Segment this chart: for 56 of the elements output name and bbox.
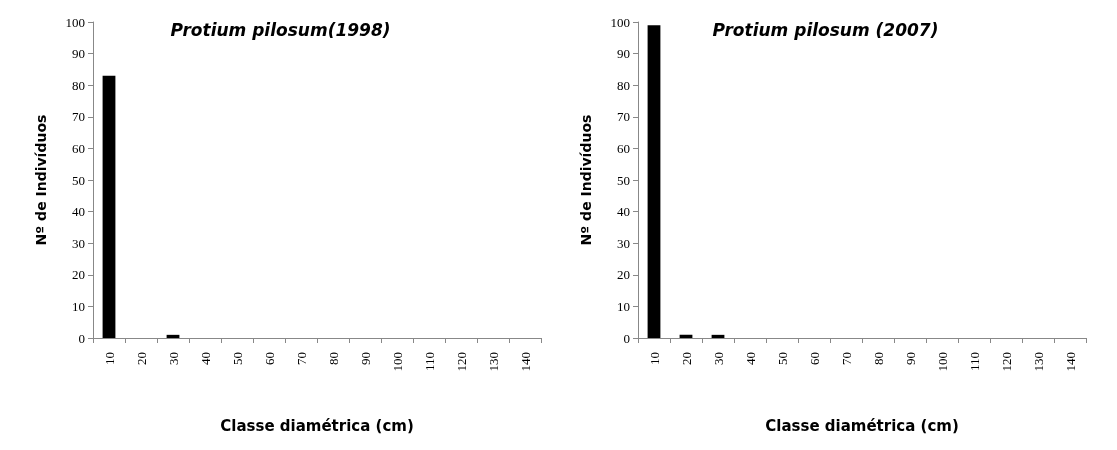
y-tick-label: 40	[72, 204, 85, 220]
y-tick-label: 50	[72, 172, 85, 188]
y-tick-label: 40	[617, 204, 630, 220]
x-tick-label: 50	[774, 352, 790, 365]
x-tick-label: 70	[293, 352, 309, 365]
y-tick-label: 60	[72, 140, 85, 156]
x-tick-label: 30	[165, 352, 181, 365]
x-axis-title: Classe diamétrica (cm)	[220, 416, 414, 435]
x-tick-label: 130	[1030, 352, 1046, 372]
y-tick-label: 30	[617, 235, 630, 251]
x-tick-label: 100	[934, 352, 950, 372]
x-tick-label: 50	[229, 352, 245, 365]
x-tick-label: 110	[421, 352, 437, 372]
x-tick-label: 80	[325, 352, 341, 365]
y-axis-title: Nº de Indivíduos	[33, 114, 49, 246]
y-tick-label: 50	[617, 172, 630, 188]
x-tick-label: 140	[1062, 352, 1078, 372]
y-tick-label: 70	[617, 109, 630, 125]
x-tick-label: 70	[838, 352, 854, 365]
x-tick-label: 10	[646, 352, 662, 365]
y-tick-label: 80	[617, 77, 630, 93]
y-tick-label: 20	[72, 267, 85, 283]
chart-title: Protium pilosum(1998)	[170, 19, 391, 40]
x-tick-label: 40	[197, 352, 213, 365]
y-tick-label: 60	[617, 140, 630, 156]
y-tick-label: 80	[72, 77, 85, 93]
x-tick-label: 60	[261, 352, 277, 365]
y-tick-label: 30	[72, 235, 85, 251]
chart-title: Protium pilosum (2007)	[712, 19, 939, 40]
x-tick-label: 130	[485, 352, 501, 372]
x-tick-label: 100	[389, 352, 405, 372]
x-tick-label: 20	[678, 352, 694, 365]
x-tick-label: 140	[517, 352, 533, 372]
y-tick-label: 10	[617, 298, 630, 314]
y-tick-label: 70	[72, 109, 85, 125]
y-tick-label: 100	[65, 14, 85, 30]
x-tick-label: 60	[806, 352, 822, 365]
x-tick-label: 30	[710, 352, 726, 365]
x-tick-label: 90	[902, 352, 918, 365]
x-tick-label: 80	[870, 352, 886, 365]
y-tick-label: 100	[610, 14, 630, 30]
x-tick-label: 40	[742, 352, 758, 365]
x-tick-label: 110	[966, 352, 982, 372]
y-tick-label: 0	[623, 330, 630, 346]
x-axis-title: Classe diamétrica (cm)	[765, 416, 959, 435]
y-tick-label: 20	[617, 267, 630, 283]
y-tick-label: 0	[78, 330, 85, 346]
x-tick-label: 120	[453, 352, 469, 372]
x-tick-label: 120	[998, 352, 1014, 372]
y-axis-title: Nº de Indivíduos	[578, 114, 594, 246]
y-tick-label: 10	[72, 298, 85, 314]
y-tick-label: 90	[617, 46, 630, 62]
x-tick-label: 10	[101, 352, 117, 365]
y-tick-label: 90	[72, 46, 85, 62]
x-tick-label: 20	[133, 352, 149, 365]
x-tick-label: 90	[357, 352, 373, 365]
